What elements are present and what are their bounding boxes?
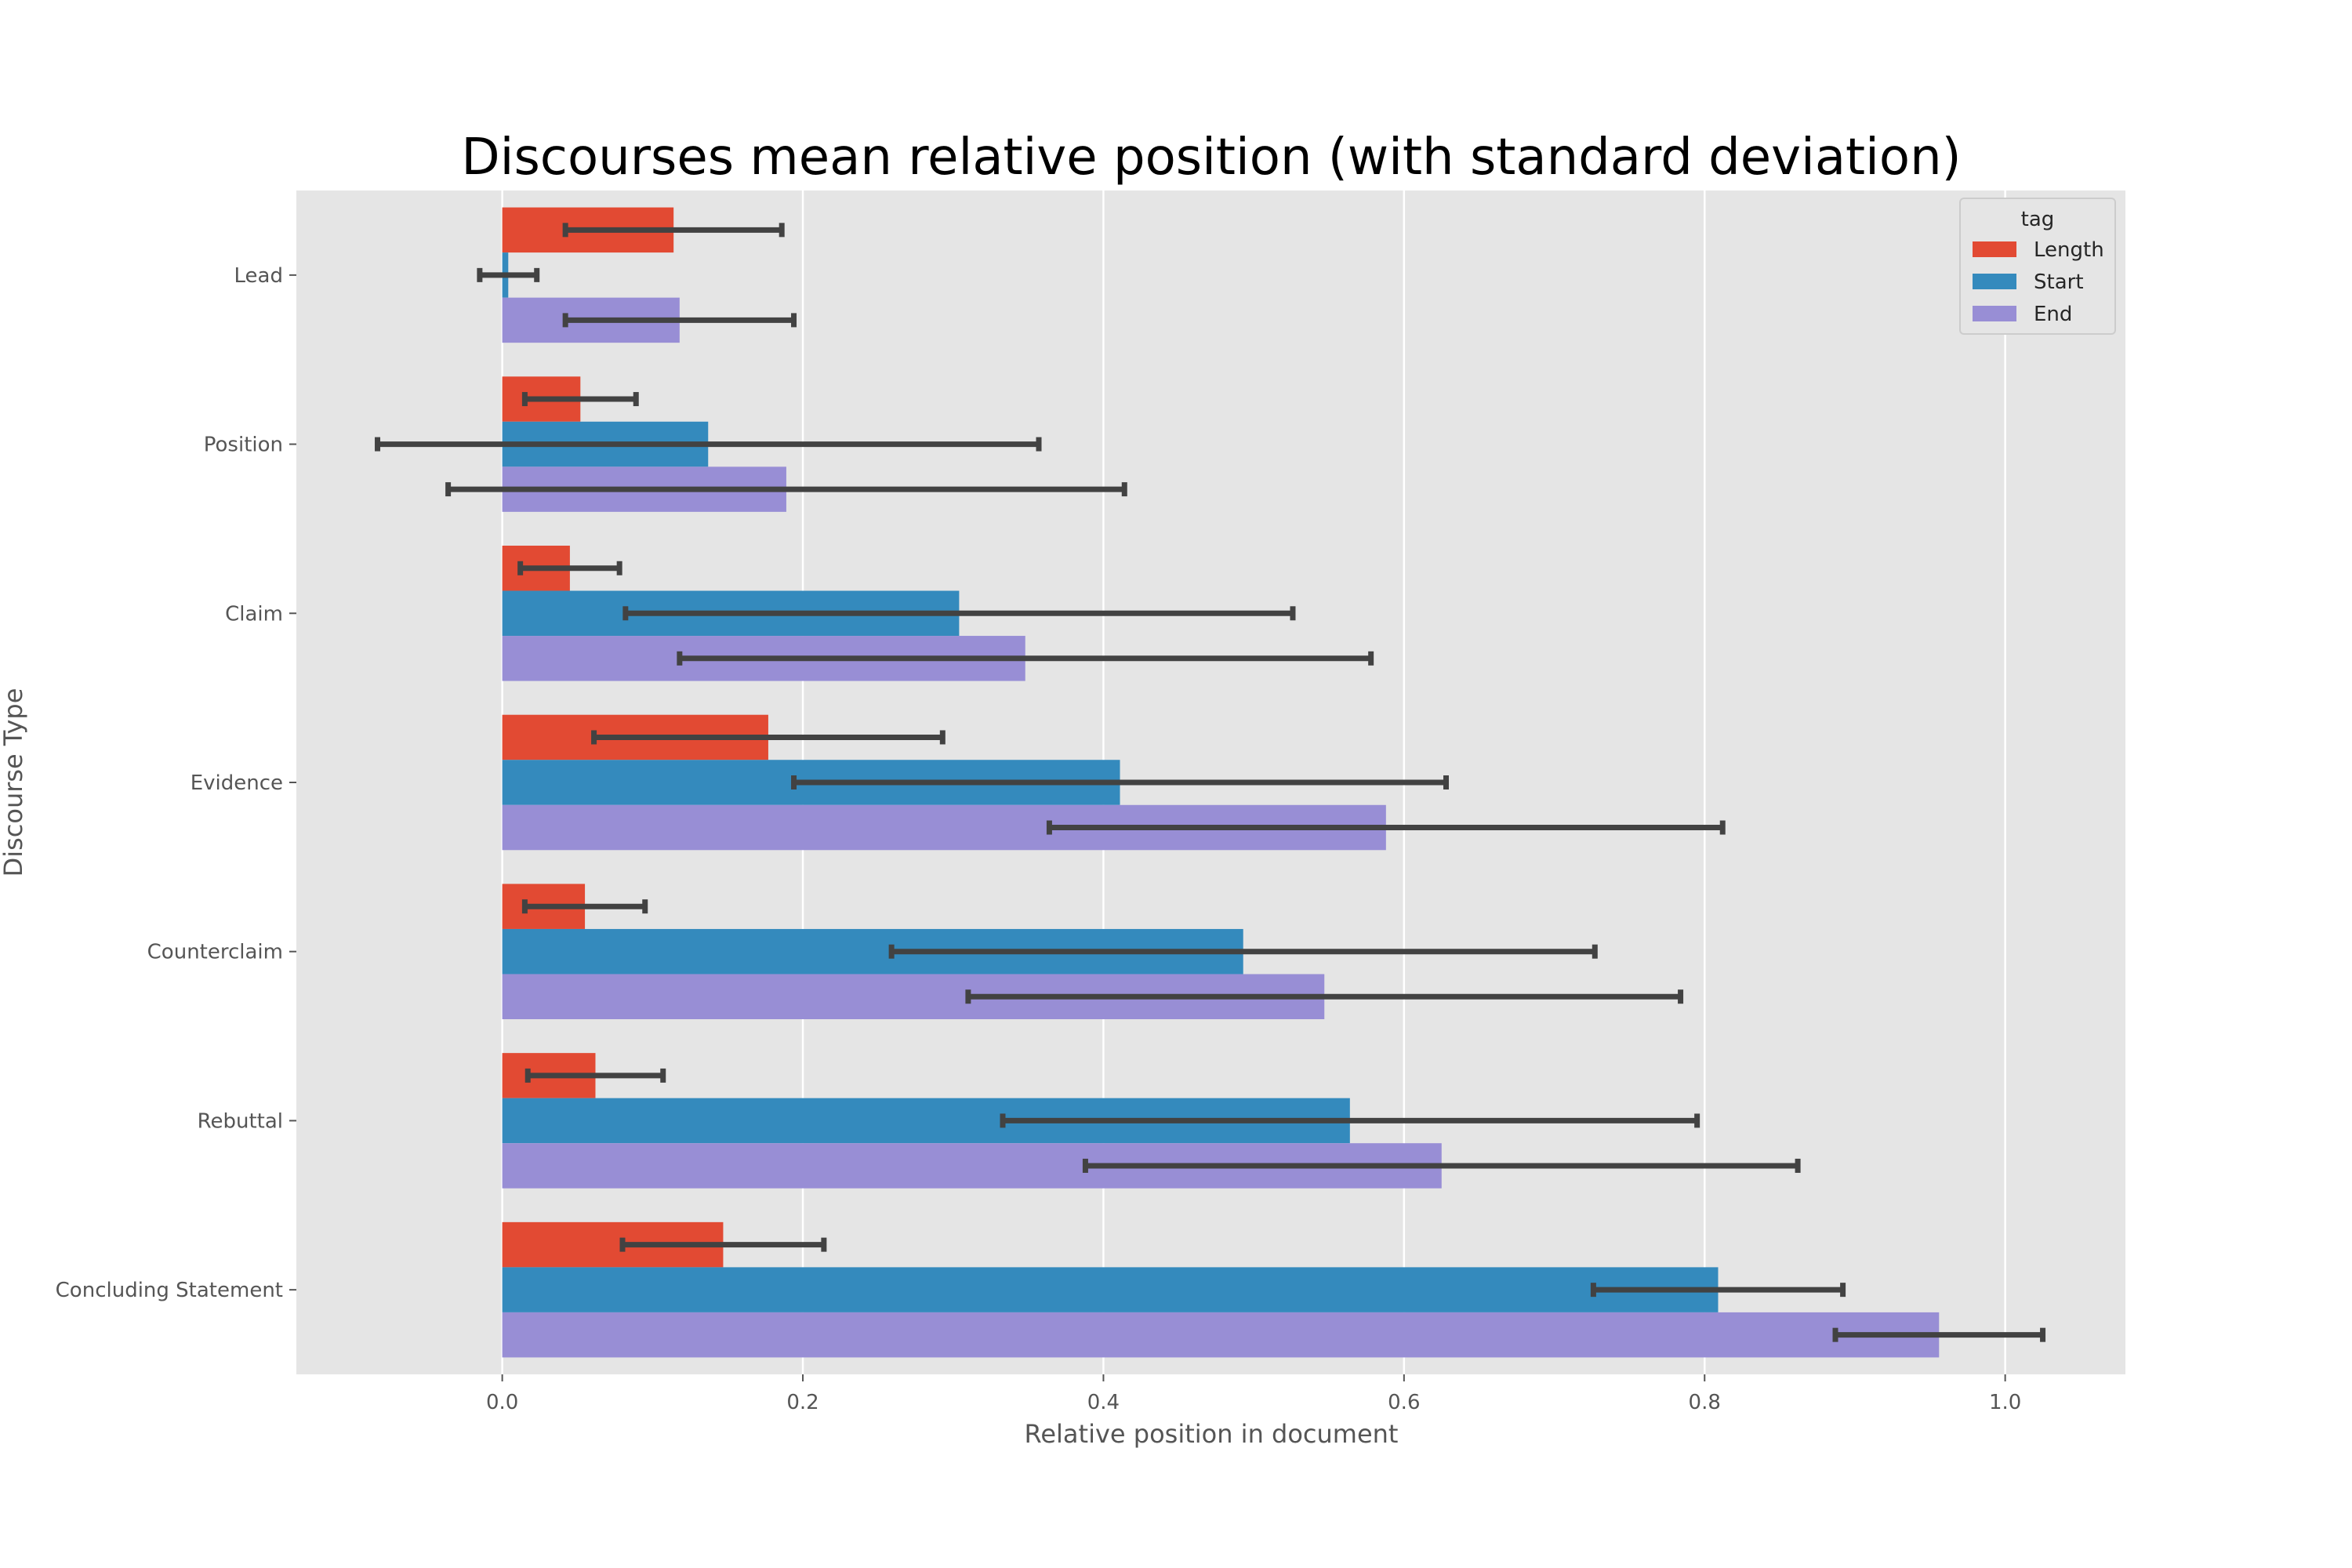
legend-label-length: Length xyxy=(2034,238,2104,262)
error-bar xyxy=(619,1237,827,1252)
error-bar xyxy=(1000,1113,1700,1128)
error-bar xyxy=(1832,1327,2046,1342)
y-tick-label: Lead xyxy=(234,264,283,288)
error-bar xyxy=(888,944,1598,959)
y-tick-label: Evidence xyxy=(191,771,283,795)
error-bar xyxy=(965,989,1684,1004)
error-bar xyxy=(524,1068,666,1083)
legend: tag Length Start End xyxy=(1959,198,2116,335)
y-axis-label: Discourse Type xyxy=(0,688,28,877)
legend-label-end: End xyxy=(2034,303,2072,326)
error-bar xyxy=(445,482,1127,497)
error-bar xyxy=(1046,820,1726,835)
error-bar xyxy=(562,313,797,328)
legend-swatch-length xyxy=(1973,241,2016,257)
y-tick-label: Concluding Statement xyxy=(56,1279,283,1302)
error-bar xyxy=(677,651,1374,666)
error-bar xyxy=(1082,1158,1801,1173)
legend-label-start: Start xyxy=(2034,270,2084,294)
y-axis: Lead Position Claim Evidence Counterclaim Reb… xyxy=(56,264,296,1302)
error-bar xyxy=(562,223,785,238)
chart-title: Discourses mean relative position (with … xyxy=(461,129,1961,187)
error-bar xyxy=(591,730,946,745)
x-tick-label: 1.0 xyxy=(1989,1391,2021,1414)
error-bar xyxy=(1590,1283,1846,1298)
y-tick-label: Position xyxy=(204,434,283,457)
x-tick-label: 0.0 xyxy=(486,1391,518,1414)
legend-box xyxy=(1959,198,2116,335)
error-bar xyxy=(517,561,622,575)
x-axis: 0.0 0.2 0.4 0.6 0.8 1.0 xyxy=(486,1374,2021,1414)
x-axis-label: Relative position in document xyxy=(1025,1419,1399,1449)
error-bar xyxy=(791,775,1450,789)
y-tick-label: Counterclaim xyxy=(147,941,283,964)
error-bar xyxy=(375,437,1042,452)
error-bar xyxy=(521,392,639,407)
x-tick-label: 0.4 xyxy=(1087,1391,1120,1414)
error-bar xyxy=(622,606,1296,621)
error-bar xyxy=(521,899,648,914)
error-bar xyxy=(477,267,540,282)
bar-end xyxy=(502,1312,1940,1358)
bar-start xyxy=(502,1267,1719,1312)
x-tick-label: 0.6 xyxy=(1388,1391,1420,1414)
legend-swatch-end xyxy=(1973,306,2016,321)
x-tick-label: 0.8 xyxy=(1689,1391,1721,1414)
error-bars xyxy=(375,223,2046,1342)
legend-title: tag xyxy=(2021,208,2055,231)
legend-swatch-start xyxy=(1973,274,2016,289)
y-tick-label: Rebuttal xyxy=(198,1109,283,1133)
y-tick-label: Claim xyxy=(225,602,283,626)
x-tick-label: 0.2 xyxy=(786,1391,818,1414)
